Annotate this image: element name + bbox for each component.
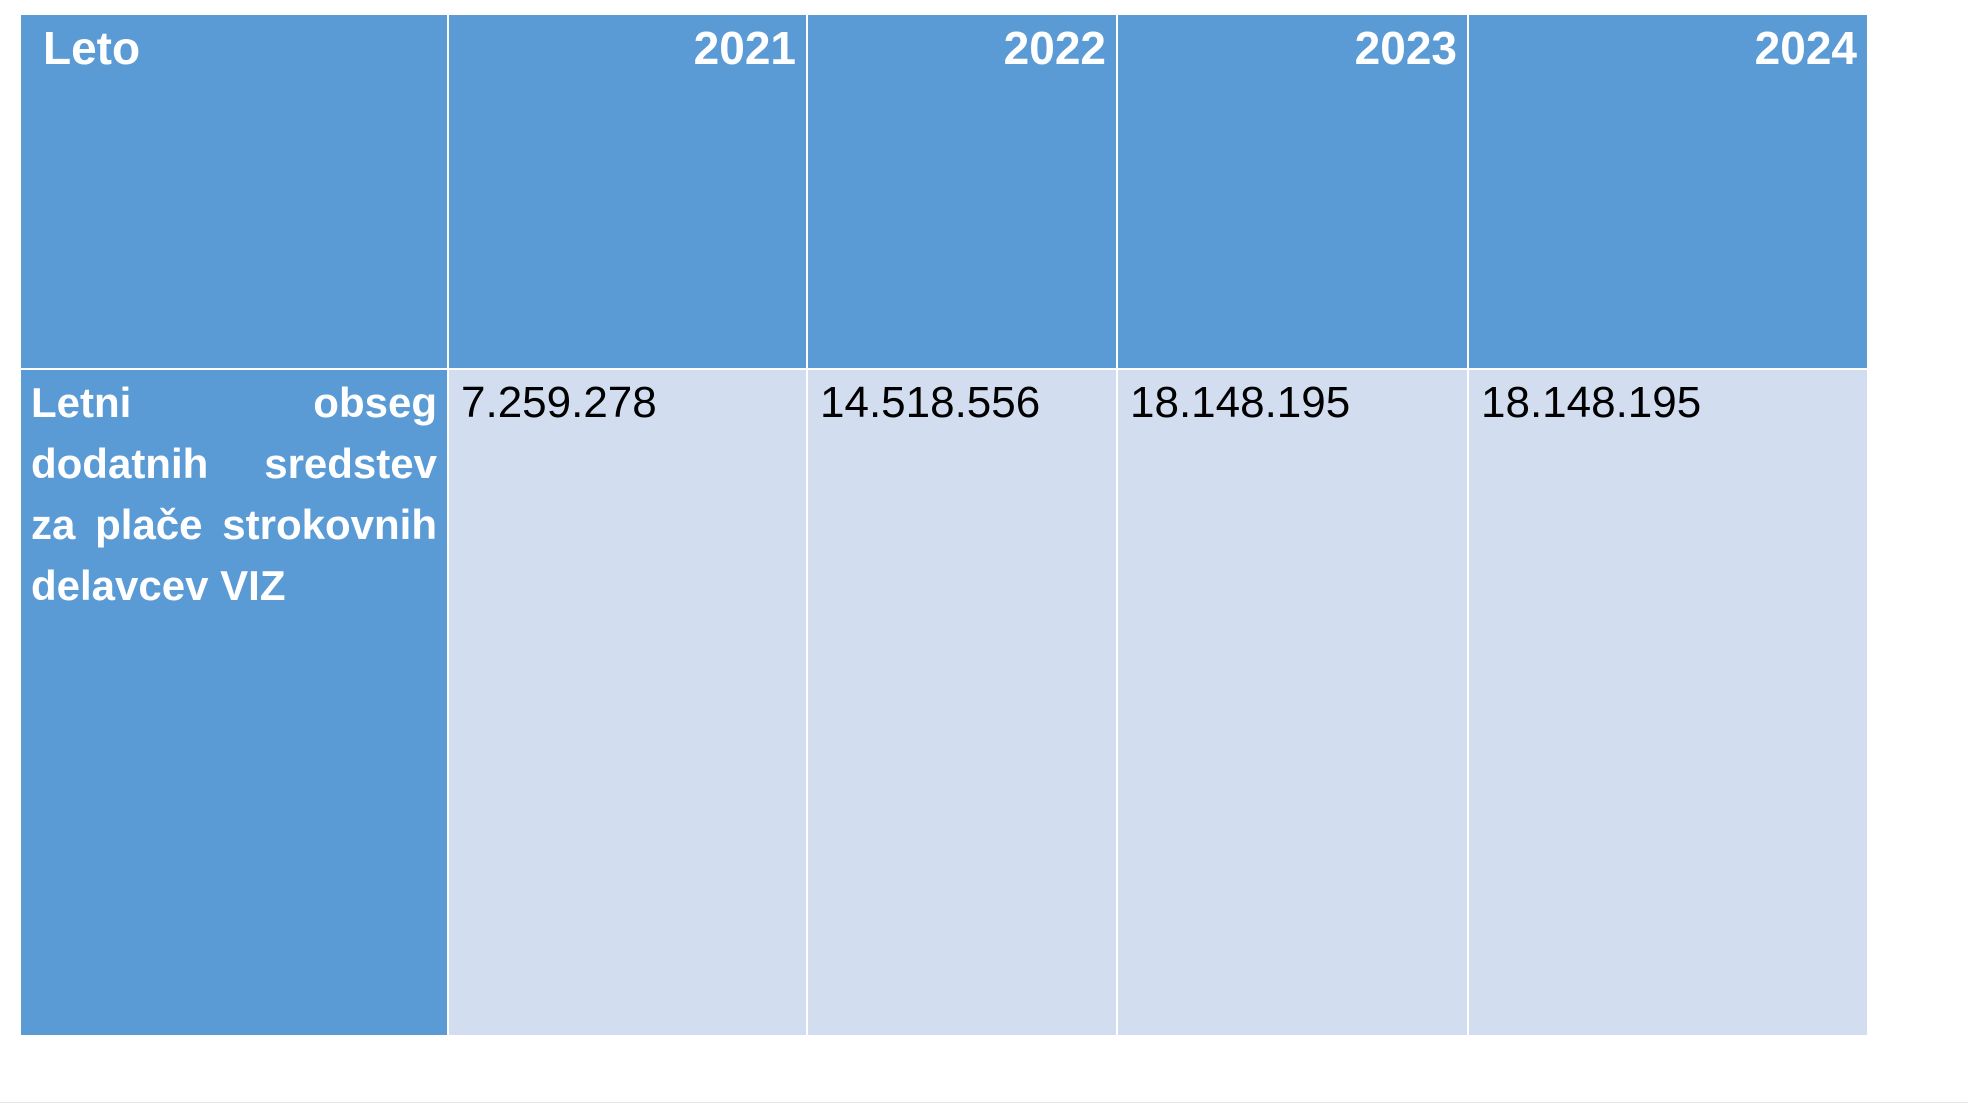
table-cell: 7.259.278	[447, 368, 808, 1037]
data-table: Leto 2021 2022 2023 2024 Letni obseg dod…	[19, 13, 1869, 1037]
divider	[0, 1102, 1968, 1103]
table-cell: 14.518.556	[806, 368, 1118, 1037]
table-cell: 18.148.195	[1116, 368, 1469, 1037]
header-cell: 2024	[1467, 13, 1869, 370]
header-cell: 2022	[806, 13, 1118, 370]
table-cell: 18.148.195	[1467, 368, 1869, 1037]
header-cell: 2021	[447, 13, 808, 370]
header-cell: Leto	[19, 13, 449, 370]
header-row: Leto 2021 2022 2023 2024	[19, 13, 1869, 370]
header-cell: 2023	[1116, 13, 1469, 370]
row-label: Letni obseg dodatnih sredstev za plače s…	[19, 368, 449, 1037]
table-row: Letni obseg dodatnih sredstev za plače s…	[19, 368, 1869, 1037]
